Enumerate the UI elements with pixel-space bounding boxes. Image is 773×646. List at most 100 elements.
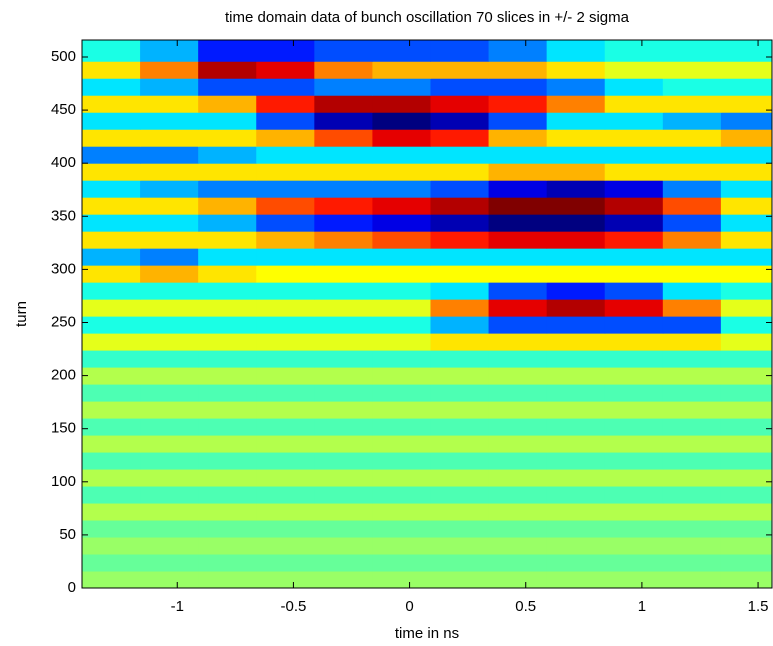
heatmap-cell [546, 452, 606, 470]
plot-frame [81, 39, 773, 589]
heatmap-cell [198, 367, 257, 385]
heatmap-cell [198, 95, 257, 113]
heatmap-cell [372, 40, 431, 62]
heatmap-cell [82, 265, 141, 283]
heatmap-cell [488, 214, 548, 232]
heatmap-cell [198, 384, 257, 402]
heatmap-cell [662, 486, 722, 504]
x-tick-label: 1 [638, 598, 646, 615]
heatmap-cell [140, 452, 199, 470]
heatmap-cell [720, 146, 773, 164]
heatmap-cell [314, 333, 373, 351]
heatmap-cell [488, 503, 548, 521]
heatmap-cell [256, 197, 315, 215]
heatmap-cell [372, 248, 431, 266]
heatmap-cell [720, 214, 773, 232]
heatmap-cell [430, 146, 490, 164]
heatmap-cell [604, 197, 664, 215]
heatmap-cell [662, 112, 722, 130]
heatmap-cell [82, 486, 141, 504]
heatmap-cell [372, 214, 431, 232]
heatmap-cell [256, 554, 315, 572]
x-tick-label: 1.5 [748, 598, 769, 615]
heatmap-cell [140, 537, 199, 555]
heatmap-cell [546, 367, 606, 385]
heatmap-cell [140, 146, 199, 164]
heatmap-cell [314, 503, 373, 521]
heatmap-cell [256, 112, 315, 130]
heatmap-cell [314, 163, 373, 181]
heatmap-cell [140, 231, 199, 249]
heatmap-cell [662, 554, 722, 572]
heatmap-cell [430, 452, 490, 470]
heatmap-cell [198, 401, 257, 419]
heatmap-cell [430, 503, 490, 521]
heatmap-cell [430, 299, 490, 317]
heatmap-cell [256, 520, 315, 538]
heatmap-cell [256, 384, 315, 402]
heatmap-cell [372, 554, 431, 572]
heatmap-cell [604, 180, 664, 198]
heatmap-cell [82, 333, 141, 351]
heatmap-cell [372, 401, 431, 419]
heatmap-cell [198, 554, 257, 572]
heatmap-cell [314, 95, 373, 113]
heatmap-cell [720, 180, 773, 198]
heatmap-cell [662, 197, 722, 215]
heatmap-cell [140, 265, 199, 283]
heatmap-cell [430, 333, 490, 351]
heatmap-cell [604, 571, 664, 589]
heatmap-cell [372, 316, 431, 334]
heatmap-cell [198, 537, 257, 555]
heatmap-cell [430, 180, 490, 198]
heatmap-cell [198, 231, 257, 249]
heatmap-cell [430, 95, 490, 113]
heatmap-cell [82, 537, 141, 555]
heatmap-cell [314, 231, 373, 249]
heatmap-cell [488, 554, 548, 572]
x-tick-label: 0.5 [515, 598, 536, 615]
heatmap-cell [662, 435, 722, 453]
heatmap-cell [662, 248, 722, 266]
heatmap-cell [256, 367, 315, 385]
heatmap-cell [546, 163, 606, 181]
heatmap-cell [82, 367, 141, 385]
heatmap-cell [82, 452, 141, 470]
heatmap-cell [372, 537, 431, 555]
heatmap-cell [720, 265, 773, 283]
heatmap-cell [488, 486, 548, 504]
heatmap-cell [430, 418, 490, 436]
heatmap-cell [546, 554, 606, 572]
heatmap-cell [546, 146, 606, 164]
heatmap-cell [662, 350, 722, 368]
heatmap-cell [198, 112, 257, 130]
heatmap-cell [82, 282, 141, 300]
heatmap-cell [546, 435, 606, 453]
heatmap-cell [140, 78, 199, 96]
heatmap-cell [82, 214, 141, 232]
heatmap-cell [198, 265, 257, 283]
heatmap-cell [546, 78, 606, 96]
heatmap-cell [140, 282, 199, 300]
heatmap-cell [198, 469, 257, 487]
heatmap-cell [82, 503, 141, 521]
heatmap-cell [256, 248, 315, 266]
heatmap-cell [372, 78, 431, 96]
heatmap-cell [720, 571, 773, 589]
heatmap [82, 40, 773, 589]
heatmap-cell [546, 231, 606, 249]
heatmap-cell [372, 486, 431, 504]
heatmap-cell [372, 61, 431, 79]
heatmap-cell [720, 112, 773, 130]
heatmap-cell [82, 435, 141, 453]
heatmap-cell [256, 486, 315, 504]
heatmap-cell [140, 554, 199, 572]
y-tick-label: 150 [51, 420, 76, 437]
heatmap-cell [430, 520, 490, 538]
heatmap-cell [546, 197, 606, 215]
heatmap-cell [720, 231, 773, 249]
heatmap-cell [546, 95, 606, 113]
heatmap-cell [546, 401, 606, 419]
heatmap-cell [372, 95, 431, 113]
heatmap-cell [314, 197, 373, 215]
